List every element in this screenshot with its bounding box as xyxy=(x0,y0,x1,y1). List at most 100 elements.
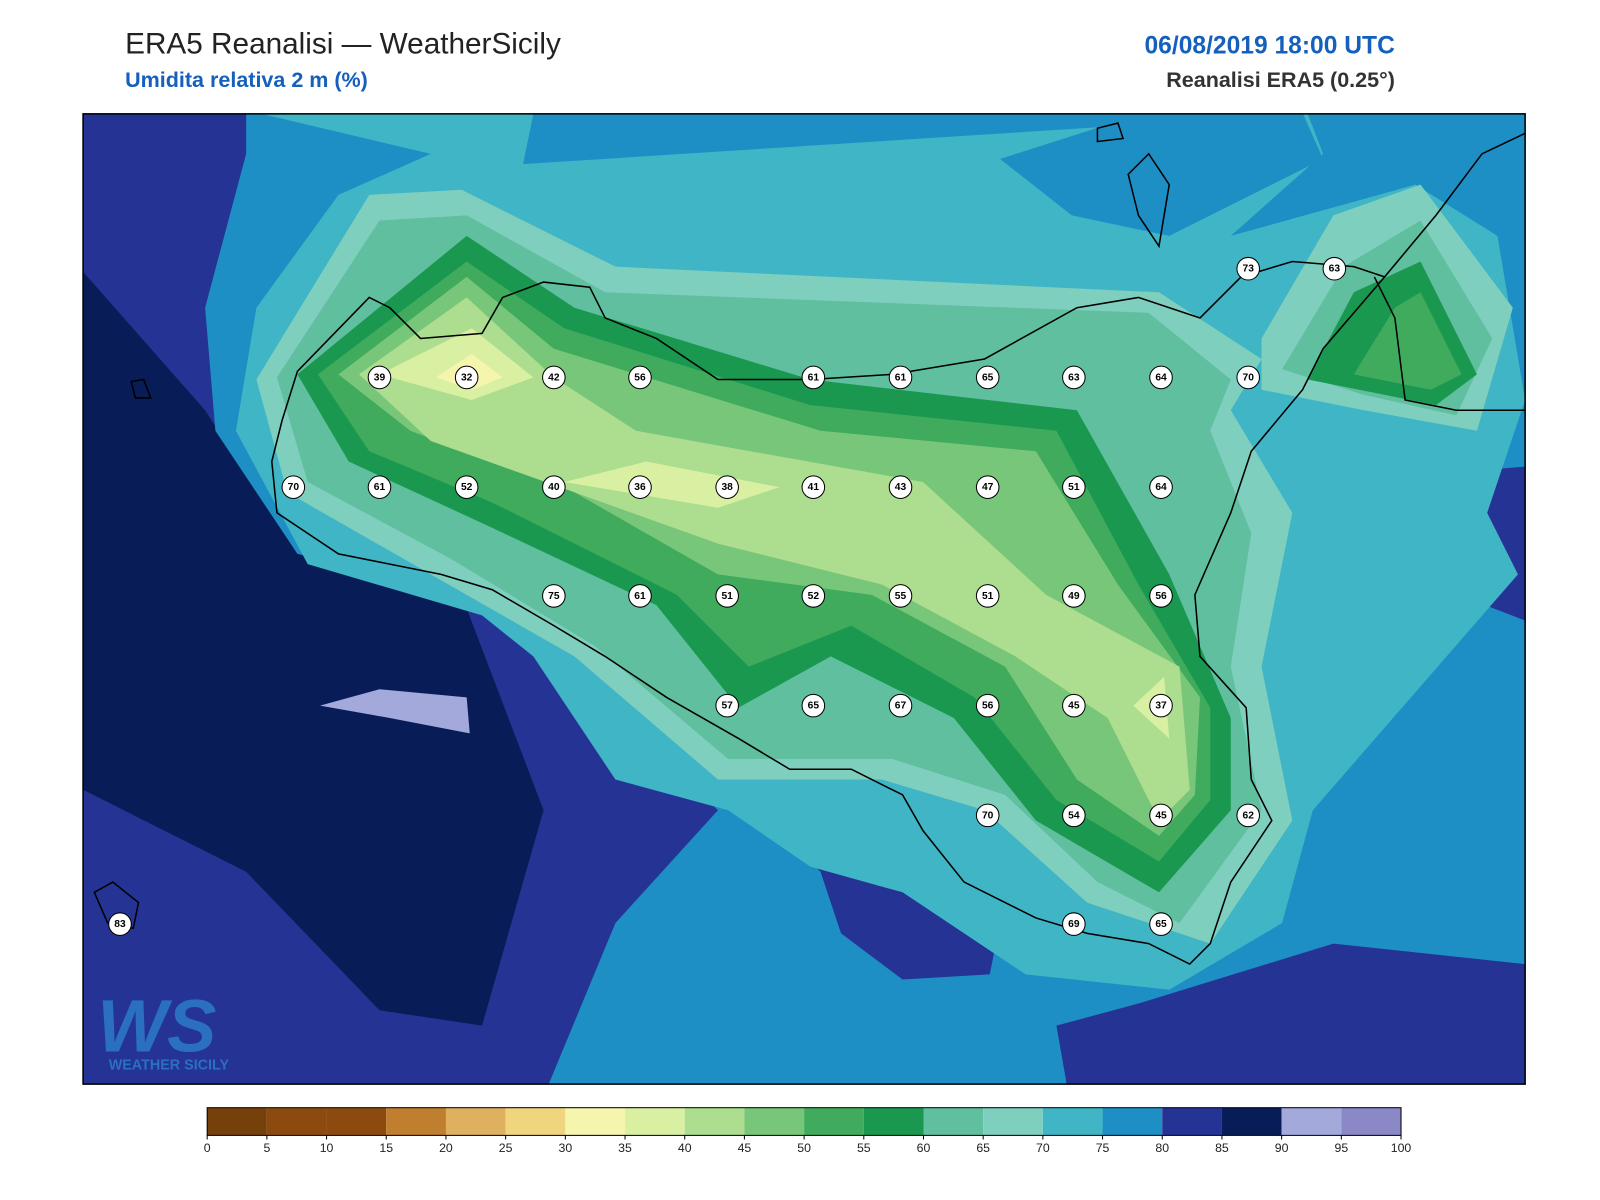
station-marker xyxy=(454,475,479,499)
station: 63 xyxy=(1322,256,1347,281)
station: 41 xyxy=(801,475,826,499)
colorbar-bin xyxy=(386,1107,446,1136)
station-value: 52 xyxy=(461,482,473,493)
colorbar-tick-label: 45 xyxy=(738,1141,752,1155)
station-marker xyxy=(1062,803,1086,828)
station-value: 65 xyxy=(808,701,820,712)
station: 83 xyxy=(108,912,132,936)
station-value: 63 xyxy=(1068,372,1080,383)
station: 61 xyxy=(801,365,826,390)
station-marker xyxy=(1149,803,1173,828)
station: 65 xyxy=(975,365,1000,390)
datetime: 06/08/2019 18:00 UTC xyxy=(1144,32,1395,59)
colorbar-bin xyxy=(565,1107,626,1136)
colorbar-tick-label: 10 xyxy=(320,1141,334,1155)
station-marker xyxy=(975,475,1000,499)
station: 61 xyxy=(628,584,652,608)
station: 45 xyxy=(1149,803,1173,828)
station-marker xyxy=(1322,256,1347,281)
station-value: 70 xyxy=(288,482,300,493)
station-marker xyxy=(542,475,566,499)
station-marker xyxy=(715,693,739,718)
title: ERA5 Reanalisi — WeatherSicily xyxy=(125,27,561,60)
station-value: 56 xyxy=(982,701,994,712)
station: 45 xyxy=(1062,693,1086,718)
station-marker xyxy=(1149,475,1173,499)
station: 38 xyxy=(715,475,739,499)
station-value: 40 xyxy=(548,482,560,493)
station: 56 xyxy=(975,693,1000,718)
station-marker xyxy=(281,475,306,499)
colorbar-tick-label: 95 xyxy=(1334,1141,1348,1155)
station-value: 45 xyxy=(1068,701,1080,712)
colorbar-tick-label: 15 xyxy=(379,1141,393,1155)
station-value: 45 xyxy=(1155,810,1167,821)
station-marker xyxy=(888,693,913,718)
station-value: 73 xyxy=(1243,264,1255,275)
station-value: 55 xyxy=(895,591,907,602)
station-value: 47 xyxy=(982,482,994,493)
station: 56 xyxy=(1149,584,1173,608)
colorbar-tick-label: 85 xyxy=(1215,1141,1229,1155)
colorbar-tick-label: 100 xyxy=(1391,1141,1412,1155)
colorbar-bin xyxy=(445,1107,506,1136)
station-marker xyxy=(1149,365,1173,390)
station: 55 xyxy=(888,584,913,608)
station-marker xyxy=(1236,803,1260,828)
station: 70 xyxy=(281,475,306,499)
station-marker xyxy=(1236,365,1260,390)
station-value: 65 xyxy=(1155,919,1167,930)
colorbar-bin xyxy=(1341,1107,1402,1136)
station: 49 xyxy=(1062,584,1086,608)
station-value: 70 xyxy=(982,810,994,821)
station-marker xyxy=(454,365,479,390)
station-marker xyxy=(801,584,826,608)
station-value: 61 xyxy=(895,372,907,383)
station: 43 xyxy=(888,475,913,499)
station-value: 67 xyxy=(895,701,907,712)
station: 42 xyxy=(542,365,566,390)
station: 75 xyxy=(542,584,566,608)
colorbar-tick-label: 35 xyxy=(618,1141,632,1155)
station-marker xyxy=(975,584,1000,608)
colorbar-tick-label: 20 xyxy=(439,1141,453,1155)
station: 39 xyxy=(367,365,392,390)
station-marker xyxy=(975,803,1000,828)
station-marker xyxy=(801,365,826,390)
station-marker xyxy=(1149,912,1173,936)
colorbar-bin xyxy=(923,1107,984,1136)
station-marker xyxy=(542,584,566,608)
station: 51 xyxy=(1062,475,1086,499)
station-marker xyxy=(1062,475,1086,499)
coastline xyxy=(93,122,1526,966)
station-marker xyxy=(975,693,1000,718)
colorbar-tick-label: 75 xyxy=(1096,1141,1110,1155)
station: 70 xyxy=(975,803,1000,828)
colorbar-bin xyxy=(326,1107,387,1136)
station-marker xyxy=(801,693,826,718)
colorbar-bin xyxy=(1162,1107,1222,1136)
station: 64 xyxy=(1149,475,1173,499)
station: 36 xyxy=(628,475,652,499)
colorbar-bin xyxy=(505,1107,566,1136)
station: 62 xyxy=(1236,803,1260,828)
station: 64 xyxy=(1149,365,1173,390)
colorbar-bin xyxy=(684,1107,745,1136)
source: Reanalisi ERA5 (0.25°) xyxy=(1166,68,1395,92)
station-marker xyxy=(801,475,826,499)
colorbar-tick-label: 5 xyxy=(263,1141,270,1155)
logo: WS WEATHER SICILY xyxy=(97,984,229,1073)
colorbar-bin xyxy=(1281,1107,1342,1136)
colorbar-bin xyxy=(207,1107,267,1136)
station: 57 xyxy=(715,693,739,718)
colorbar-bin xyxy=(983,1107,1043,1136)
station-value: 51 xyxy=(721,591,733,602)
colorbar-tick-label: 0 xyxy=(204,1141,211,1155)
station-value: 52 xyxy=(808,591,820,602)
colorbar-bin xyxy=(1102,1107,1163,1136)
station: 32 xyxy=(454,365,479,390)
colorbar-bin xyxy=(1221,1107,1282,1136)
station-value: 32 xyxy=(461,372,473,383)
colorbar-tick-label: 50 xyxy=(797,1141,811,1155)
